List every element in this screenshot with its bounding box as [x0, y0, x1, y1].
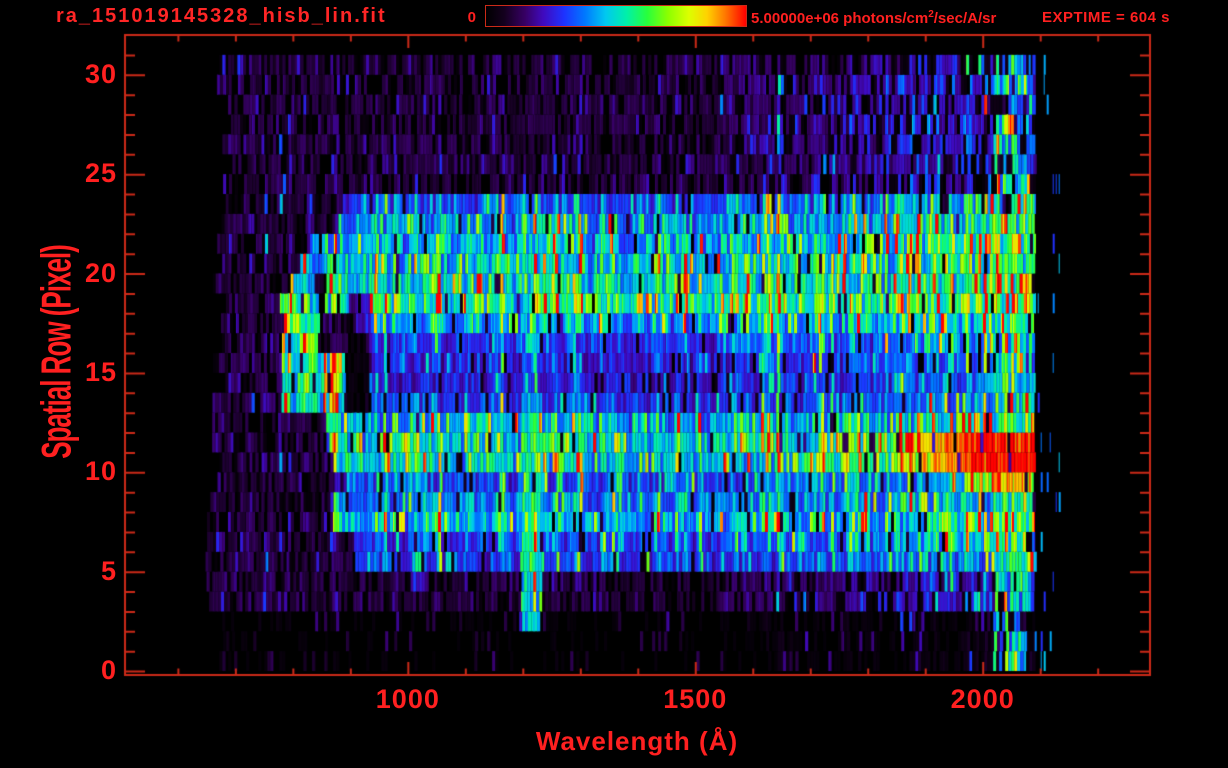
- colorbar-max-prefix: 5.00000e+06 photons/cm: [751, 10, 929, 27]
- y-tick-label: 30: [84, 58, 117, 89]
- y-tick-label: 15: [84, 356, 117, 387]
- colorbar-max-superscript: 2: [928, 9, 934, 20]
- colorbar-max-label: 5.00000e+06 photons/cm2/sec/A/sr: [751, 9, 996, 27]
- y-tick-label: 0: [100, 655, 117, 686]
- exptime-label: EXPTIME = 604 s: [1042, 9, 1170, 26]
- x-axis-title: Wavelength (Å): [535, 726, 739, 756]
- colorbar-min-label: 0: [467, 9, 476, 26]
- y-tick-label: 5: [100, 555, 117, 586]
- colorbar-max-suffix: /sec/A/sr: [933, 10, 997, 27]
- x-tick-label: 2000: [950, 684, 1015, 714]
- x-tick-label: 1500: [663, 684, 728, 714]
- y-tick-label: 25: [84, 158, 117, 189]
- colorbar: [485, 5, 747, 27]
- x-tick-label: 1000: [375, 684, 440, 714]
- y-tick-label: 10: [84, 456, 117, 487]
- fits-filename-title: ra_151019145328_hisb_lin.fit: [56, 5, 387, 27]
- y-tick-label: 20: [84, 257, 117, 288]
